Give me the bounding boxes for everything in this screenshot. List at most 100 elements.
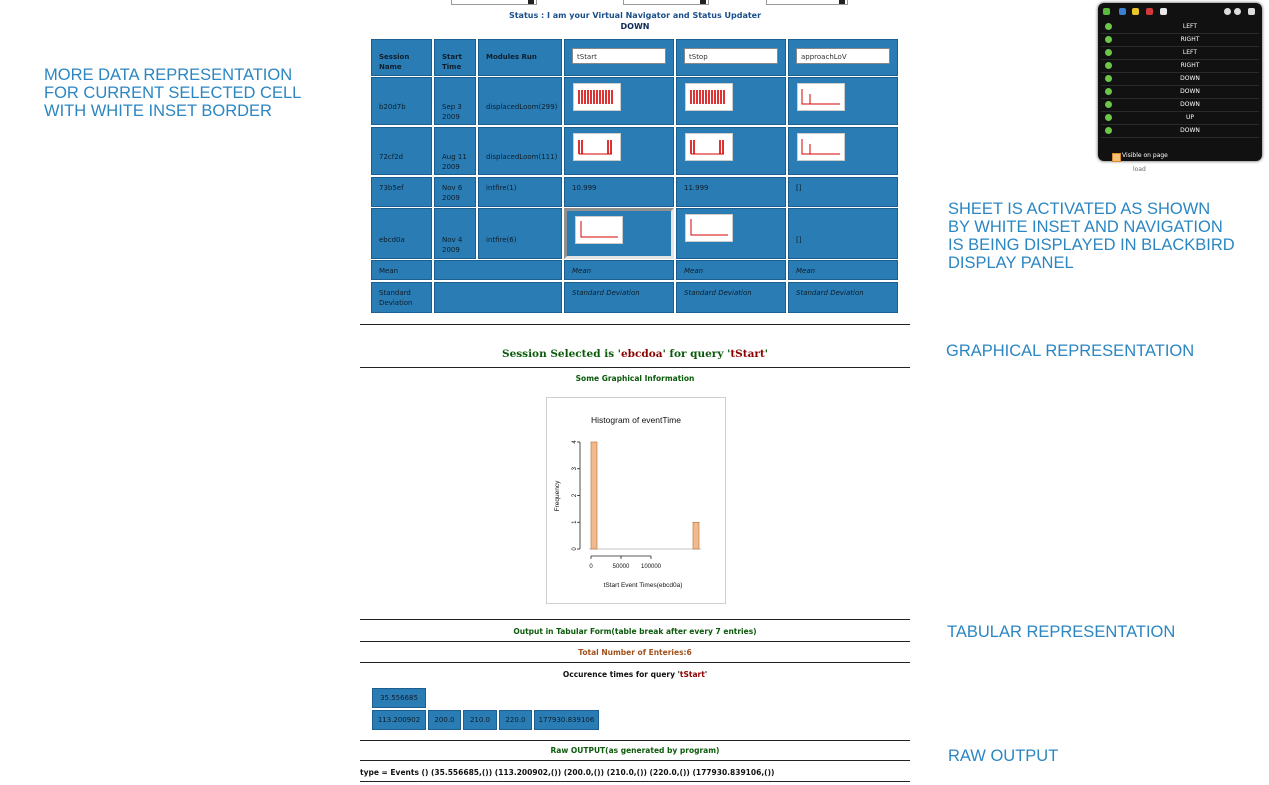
session-id: ebcdoa [620, 348, 663, 360]
row-73b5ef-tstart[interactable]: 10.999 [564, 177, 674, 207]
occurrence-heading: Occurence times for query 'tStart' [360, 670, 910, 679]
row-b20d7b-tstart[interactable] [564, 77, 674, 125]
query-input-tstart[interactable]: tStart [572, 48, 666, 64]
annotation-sheet-activated: SHEET IS ACTIVATED AS SHOWN BY WHITE INS… [948, 200, 1235, 272]
annotation-line: IS BEING DISPLAYED IN BLACKBIRD [948, 236, 1235, 254]
query-input-tstop[interactable]: tStop [684, 48, 778, 64]
row-ebcd0a-tstop[interactable] [676, 208, 786, 259]
log-text: LEFT [1182, 23, 1198, 30]
top-input-2[interactable] [623, 0, 709, 5]
row-ebcd0a-module[interactable]: intfire(6) [478, 208, 562, 259]
load-label: load [1133, 166, 1146, 173]
close-icon[interactable] [1248, 8, 1255, 15]
annotation-line: FOR CURRENT SELECTED CELL [44, 84, 302, 102]
info-icon [1105, 127, 1112, 134]
divider [360, 324, 910, 325]
x-tick-label: 100000 [641, 564, 662, 570]
row-ebcd0a-time[interactable]: Nov 4 2009 [434, 208, 476, 259]
session-middle: ' for query ' [662, 348, 731, 360]
mini-line-plot [685, 214, 733, 242]
occ-query: tStart [679, 670, 705, 679]
x-axis-label: tStart Event Times(ebcd0a) [604, 582, 683, 589]
row-72cf2d-name[interactable]: 72cf2d [371, 127, 432, 175]
size-icon[interactable] [1224, 8, 1231, 15]
table-cell[interactable]: 210.0 [463, 710, 497, 730]
row-72cf2d-tstart[interactable] [564, 127, 674, 175]
row-b20d7b-name[interactable]: b20d7b [371, 77, 432, 125]
blackbird-panel: LEFT RIGHT LEFT RIGHT DOWN DOWN DOWN UP … [1098, 3, 1262, 162]
annotation-tabular: TABULAR REPRESENTATION [947, 623, 1176, 641]
row-b20d7b-tstop[interactable] [676, 77, 786, 125]
row-73b5ef-tstop[interactable]: 11.999 [676, 177, 786, 207]
debug-filter-icon[interactable] [1119, 8, 1126, 15]
annotation-line: WITH WHITE INSET BORDER [44, 102, 272, 120]
session-suffix: ' [764, 348, 768, 360]
profile-filter-icon[interactable] [1160, 8, 1167, 15]
query-input-approachlov[interactable]: approachLoV [796, 48, 890, 64]
mini-raster-plot [685, 133, 733, 161]
log-text: UP [1185, 114, 1194, 121]
info-icon [1105, 49, 1112, 56]
row-73b5ef-module[interactable]: intfire(1) [478, 177, 562, 207]
row-ebcd0a-tstart-selected[interactable] [564, 208, 674, 259]
table-cell[interactable]: 220.0 [499, 710, 532, 730]
annotation-selected-cell: MORE DATA REPRESENTATION FOR CURRENT SEL… [44, 66, 301, 120]
top-input-1[interactable] [451, 0, 537, 5]
annotation-line: DISPLAY PANEL [948, 254, 1074, 272]
error-filter-icon[interactable] [1146, 8, 1153, 15]
tabular-header: Output in Tabular Form(table break after… [513, 627, 757, 636]
divider [360, 740, 910, 741]
info-filter-icon[interactable] [1103, 8, 1110, 15]
row-b20d7b-module[interactable]: displacedLoom(299) [478, 77, 562, 125]
divider [360, 367, 910, 368]
row-b20d7b-approachlov[interactable] [788, 77, 898, 125]
row-73b5ef-name[interactable]: 73b5ef [371, 177, 432, 207]
table-cell[interactable]: 35.556685 [372, 688, 426, 708]
info-icon [1105, 88, 1112, 95]
info-icon [1105, 62, 1112, 69]
row-73b5ef-approachlov[interactable]: [] [788, 177, 898, 207]
row-72cf2d-time[interactable]: Aug 11 2009 [434, 127, 476, 175]
table-cell[interactable]: 200.0 [428, 710, 461, 730]
divider [360, 619, 910, 620]
row-72cf2d-tstop[interactable] [676, 127, 786, 175]
row-73b5ef-time[interactable]: Nov 6 2009 [434, 177, 476, 207]
visible-on-page-checkbox[interactable] [1112, 153, 1121, 162]
header-modules-run[interactable]: Modules Run [478, 39, 562, 76]
y-tick-label: 3 [572, 466, 578, 470]
y-tick-label: 2 [572, 493, 578, 497]
annotation-graphical: GRAPHICAL REPRESENTATION [946, 342, 1195, 360]
x-tick-label: 0 [589, 564, 593, 570]
histogram-bar [692, 521, 700, 550]
visible-on-page-label: Visible on page [1122, 152, 1168, 159]
occ-suffix: ' [704, 670, 708, 679]
clear-icon[interactable] [1234, 8, 1241, 15]
top-input-2-button[interactable] [700, 0, 706, 4]
row-b20d7b-time[interactable]: Sep 3 2009 [434, 77, 476, 125]
divider [360, 760, 910, 761]
top-input-1-button[interactable] [528, 0, 534, 4]
warning-filter-icon[interactable] [1132, 8, 1139, 15]
top-input-3[interactable] [766, 0, 848, 5]
row-72cf2d-module[interactable]: displacedLoom(111) [478, 127, 562, 175]
chart-title: Histogram of eventTime [591, 415, 681, 425]
mean-tstart: Mean [564, 260, 674, 280]
row-ebcd0a-approachlov[interactable]: [] [788, 208, 898, 259]
divider [360, 781, 910, 782]
std-spacer [434, 282, 562, 313]
row-ebcd0a-name[interactable]: ebcd0a [371, 208, 432, 259]
raw-output-header: Raw OUTPUT(as generated by program) [550, 746, 720, 755]
std-tstop: Standard Deviation [676, 282, 786, 313]
top-input-3-button[interactable] [839, 0, 845, 4]
info-icon [1105, 114, 1112, 121]
header-start-time[interactable]: Start Time [434, 39, 476, 76]
status-direction: DOWN [620, 22, 650, 31]
row-72cf2d-approachlov[interactable] [788, 127, 898, 175]
x-tick-label: 50000 [613, 564, 630, 570]
status-bar: Status : I am your Virtual Navigator and… [360, 10, 910, 32]
header-session-name[interactable]: Session Name [371, 39, 432, 76]
status-text: Status : I am your Virtual Navigator and… [508, 11, 762, 20]
table-cell[interactable]: 113.200902 [372, 710, 426, 730]
table-cell[interactable]: 177930.839106 [534, 710, 599, 730]
log-entry: RIGHT [1101, 60, 1259, 73]
